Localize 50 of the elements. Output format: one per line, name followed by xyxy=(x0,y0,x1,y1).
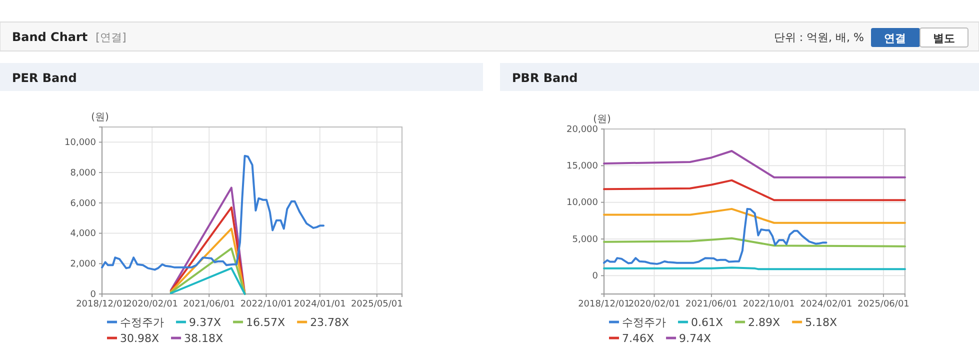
x-tick-label: 2020/02/01 xyxy=(126,299,178,310)
chart-title: PBR Band xyxy=(512,71,578,85)
legend-label: 0.61X xyxy=(691,316,724,329)
line-series xyxy=(101,154,325,271)
y-tick-label: 0 xyxy=(592,272,598,282)
legend-label: 수정주가 xyxy=(120,316,164,329)
legend-label: 7.46X xyxy=(622,332,654,345)
y-tick-label: 20,000 xyxy=(566,124,598,135)
line-series xyxy=(603,150,906,178)
y-tick-label: 4,000 xyxy=(70,229,96,240)
x-tick-label: 2018/12/01 xyxy=(578,299,630,310)
legend-label: 9.74X xyxy=(679,332,712,345)
chart-title: PER Band xyxy=(12,71,77,85)
text: 연결 xyxy=(884,32,906,45)
y-tick-label: 2,000 xyxy=(70,260,96,270)
line-series xyxy=(603,179,906,202)
y-tick-label: 0 xyxy=(90,290,96,300)
legend-label: 5.18X xyxy=(805,316,838,329)
x-tick-label: 2024/01/01 xyxy=(294,299,346,310)
y-axis-title: (원) xyxy=(593,114,611,125)
x-tick-label: 2024/02/01 xyxy=(800,299,852,310)
text: Band Chart xyxy=(12,30,88,44)
x-tick-label: 2018/12/01 xyxy=(76,299,128,310)
legend-label: 9.37X xyxy=(189,316,222,329)
y-tick-label: 6,000 xyxy=(70,198,96,209)
legend-label: 16.57X xyxy=(246,316,286,329)
line-series xyxy=(603,208,828,265)
y-tick-label: 10,000 xyxy=(566,198,598,208)
y-axis-title: (원) xyxy=(91,112,109,123)
x-tick-label: 2025/06/01 xyxy=(858,299,910,310)
x-tick-label: 2021/06/01 xyxy=(686,299,738,310)
legend-label: 30.98X xyxy=(120,332,160,345)
y-tick-label: 5,000 xyxy=(572,234,598,245)
y-tick-label: 8,000 xyxy=(70,168,96,178)
line-series xyxy=(603,208,906,224)
x-tick-label: 2021/06/01 xyxy=(183,299,236,310)
text: 별도 xyxy=(933,32,955,45)
legend-label: 23.78X xyxy=(310,316,350,329)
legend-label: 2.89X xyxy=(748,316,781,329)
x-tick-label: 2022/10/01 xyxy=(240,299,292,310)
legend-label: 수정주가 xyxy=(622,316,666,329)
line-series xyxy=(603,237,906,248)
x-tick-label: 2022/10/01 xyxy=(742,299,795,310)
legend-label: 38.18X xyxy=(184,332,224,345)
x-tick-label: 2020/02/01 xyxy=(628,299,680,310)
y-tick-label: 10,000 xyxy=(64,138,96,148)
x-tick-label: 2025/05/01 xyxy=(350,299,403,310)
y-tick-label: 15,000 xyxy=(566,162,598,172)
text: 단위 : 억원, 배, % xyxy=(774,31,864,44)
text: [연결] xyxy=(96,31,126,44)
